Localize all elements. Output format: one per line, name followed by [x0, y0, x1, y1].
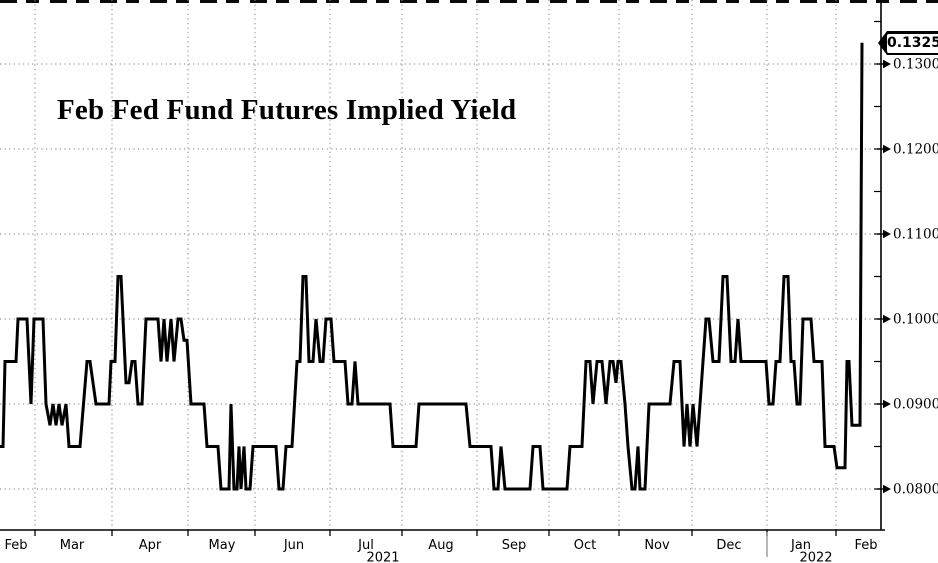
month-label: Dec [716, 538, 741, 553]
month-label: Apr [139, 538, 162, 553]
y-axis-label: 0.1100 [893, 227, 938, 243]
month-label: Jan [790, 538, 811, 553]
month-label: Feb [854, 538, 877, 553]
month-label: Mar [60, 538, 85, 553]
year-label: 2021 [366, 551, 399, 563]
month-label: Oct [574, 538, 596, 553]
top-dashed-border [0, 0, 938, 3]
month-label: May [209, 538, 236, 553]
y-axis-label: 0.0800 [893, 482, 938, 498]
month-label: Nov [644, 538, 670, 553]
month-label: Jun [283, 538, 304, 553]
y-axis-label: 0.1000 [893, 312, 938, 328]
y-tick-arrow-icon [883, 314, 891, 324]
month-label: Feb [4, 538, 27, 553]
y-tick-arrow-icon [883, 484, 891, 494]
yield-series-line [0, 42, 864, 491]
y-axis-label: 0.1300 [893, 57, 938, 73]
month-label: Aug [428, 538, 453, 553]
y-axis-label: 0.0900 [893, 397, 938, 413]
last-price-value: 0.1325 [887, 33, 938, 53]
chart-title: Feb Fed Fund Futures Implied Yield [57, 94, 517, 126]
y-axis-label: 0.1200 [893, 142, 938, 158]
y-tick-arrow-icon [883, 144, 891, 154]
y-tick-arrow-icon [883, 399, 891, 409]
y-tick-arrow-icon [883, 59, 891, 69]
month-label: Sep [502, 538, 527, 553]
last-price-badge: 0.1325 [878, 31, 938, 55]
month-label: Jul [357, 538, 374, 553]
y-tick-arrow-icon [883, 229, 891, 239]
year-label: 2022 [799, 551, 832, 563]
